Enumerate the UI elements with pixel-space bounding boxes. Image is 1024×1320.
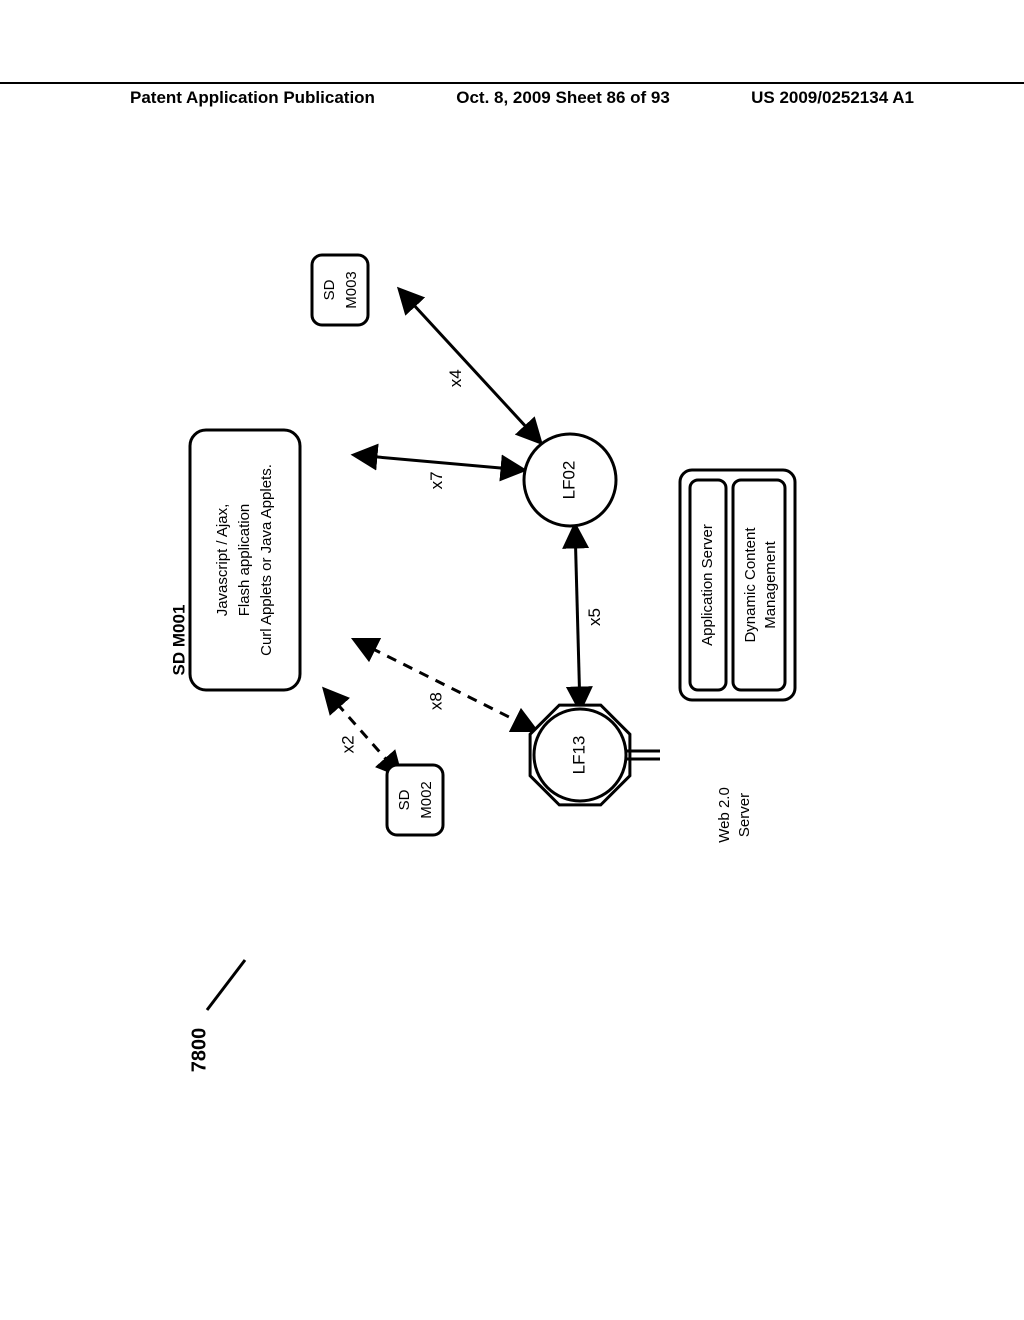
edge-label-x8: x8 [426, 692, 445, 710]
header-left: Patent Application Publication [130, 88, 375, 108]
node-sdm003: SD M003 [312, 255, 368, 325]
svg-text:Flash application: Flash application [236, 504, 253, 617]
header-right: US 2009/0252134 A1 [751, 88, 914, 108]
refnum-tick [207, 960, 245, 1010]
edge-x8 [355, 640, 535, 730]
svg-text:Server: Server [736, 793, 753, 837]
svg-text:Curl Applets or Java Applets.: Curl Applets or Java Applets. [258, 464, 275, 656]
svg-text:LF13: LF13 [569, 736, 588, 775]
edge-x7 [355, 455, 523, 470]
edges: x2 x8 x7 x4 x5 [325, 290, 604, 775]
node-lf13: LF13 [530, 705, 630, 805]
svg-text:SD: SD [321, 279, 338, 300]
node-sdm001: SD M001 Javascript / Ajax, Flash applica… [169, 430, 300, 690]
svg-text:Javascript / Ajax,: Javascript / Ajax, [214, 504, 231, 617]
figure-78: 7800 x2 x8 x7 x4 x5 SD M001 Javascript / Aja… [125, 120, 825, 1120]
fig-refnum: 7800 [188, 1028, 210, 1073]
svg-text:SD: SD [396, 789, 413, 810]
edge-x4 [400, 290, 540, 442]
node-server: Application Server Dynamic Content Manag… [680, 470, 795, 843]
edge-label-x5: x5 [585, 608, 604, 626]
svg-text:M003: M003 [343, 271, 360, 309]
node-lf02: LF02 [524, 434, 616, 526]
node-sdm002: SD M002 [387, 765, 443, 835]
svg-text:LF02: LF02 [559, 461, 578, 500]
header-mid: Oct. 8, 2009 Sheet 86 of 93 [456, 88, 670, 108]
page: Patent Application Publication Oct. 8, 2… [0, 0, 1024, 1320]
diagram-svg: 7800 x2 x8 x7 x4 x5 SD M001 Javascript / Aja… [125, 120, 905, 1120]
edge-label-x2: x2 [338, 735, 357, 753]
svg-text:SD M001: SD M001 [169, 605, 188, 676]
edge-x2 [325, 690, 400, 775]
edge-label-x7: x7 [427, 471, 446, 489]
edge-label-x4: x4 [446, 369, 465, 387]
svg-text:Application Server: Application Server [699, 524, 716, 646]
svg-text:Dynamic Content: Dynamic Content [742, 527, 759, 643]
edge-x5 [575, 526, 580, 709]
svg-text:Web 2.0: Web 2.0 [716, 787, 733, 843]
page-header: Patent Application Publication Oct. 8, 2… [0, 82, 1024, 108]
svg-text:M002: M002 [418, 781, 435, 819]
svg-text:Management: Management [762, 540, 779, 628]
